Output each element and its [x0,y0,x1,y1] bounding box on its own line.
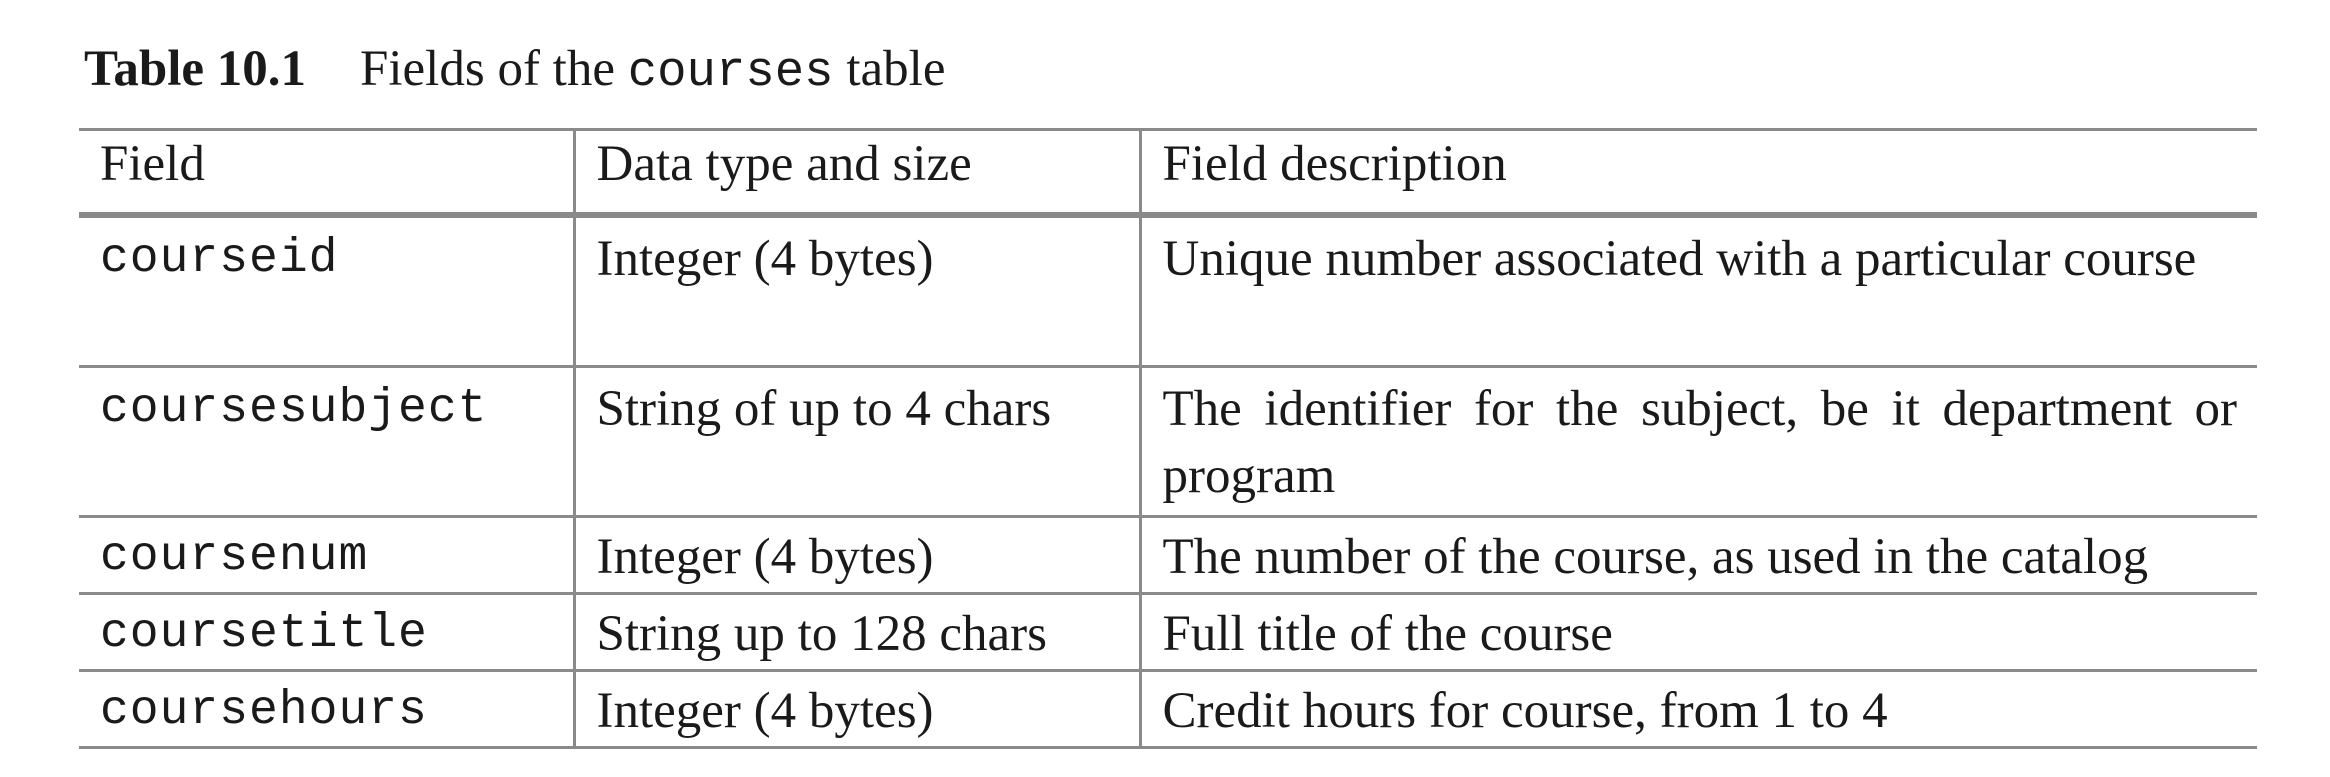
field-name-cell: coursehours [100,684,428,738]
data-type-cell: Integer (4 bytes) [572,215,1140,367]
description-cell: Credit hours for course, from 1 to 4 [1138,670,2257,748]
header-row: Field Data type and size Field descripti… [79,129,2257,215]
caption-label: Table 10.1 [84,41,307,97]
fields-table: Field Data type and size Field descripti… [79,128,2257,749]
table-caption: Table 10.1 Fields of the courses table [84,34,945,107]
description-cell: Unique number associated with a particul… [1138,215,2257,367]
data-type-cell: String up to 128 chars [572,593,1140,671]
description-cell: The identifier for the subject, be it de… [1138,366,2257,517]
field-name-cell: coursesubject [100,382,488,436]
caption-table-name: courses [627,44,834,100]
field-name-cell: courseid [100,232,339,286]
field-name-cell: coursenum [100,530,369,584]
table-row: coursenum Integer (4 bytes) The number o… [79,516,2257,594]
caption-text-after: table [833,41,946,97]
caption-text-before: Fields of the [360,41,628,97]
data-type-cell: String of up to 4 chars [572,366,1140,517]
header-description: Field description [1138,129,2257,215]
description-cell: The number of the course, as used in the… [1138,516,2257,594]
header-field: Field [100,136,205,192]
table-row: coursesubject String of up to 4 chars Th… [79,366,2257,517]
table-row: courseid Integer (4 bytes) Unique number… [79,215,2257,367]
data-type-cell: Integer (4 bytes) [572,670,1140,748]
header-data-type: Data type and size [572,129,1140,215]
data-type-cell: Integer (4 bytes) [572,516,1140,594]
table-row: coursetitle String up to 128 chars Full … [79,593,2257,671]
description-cell: Full title of the course [1138,593,2257,671]
field-name-cell: coursetitle [100,607,428,661]
table-row: coursehours Integer (4 bytes) Credit hou… [79,670,2257,748]
